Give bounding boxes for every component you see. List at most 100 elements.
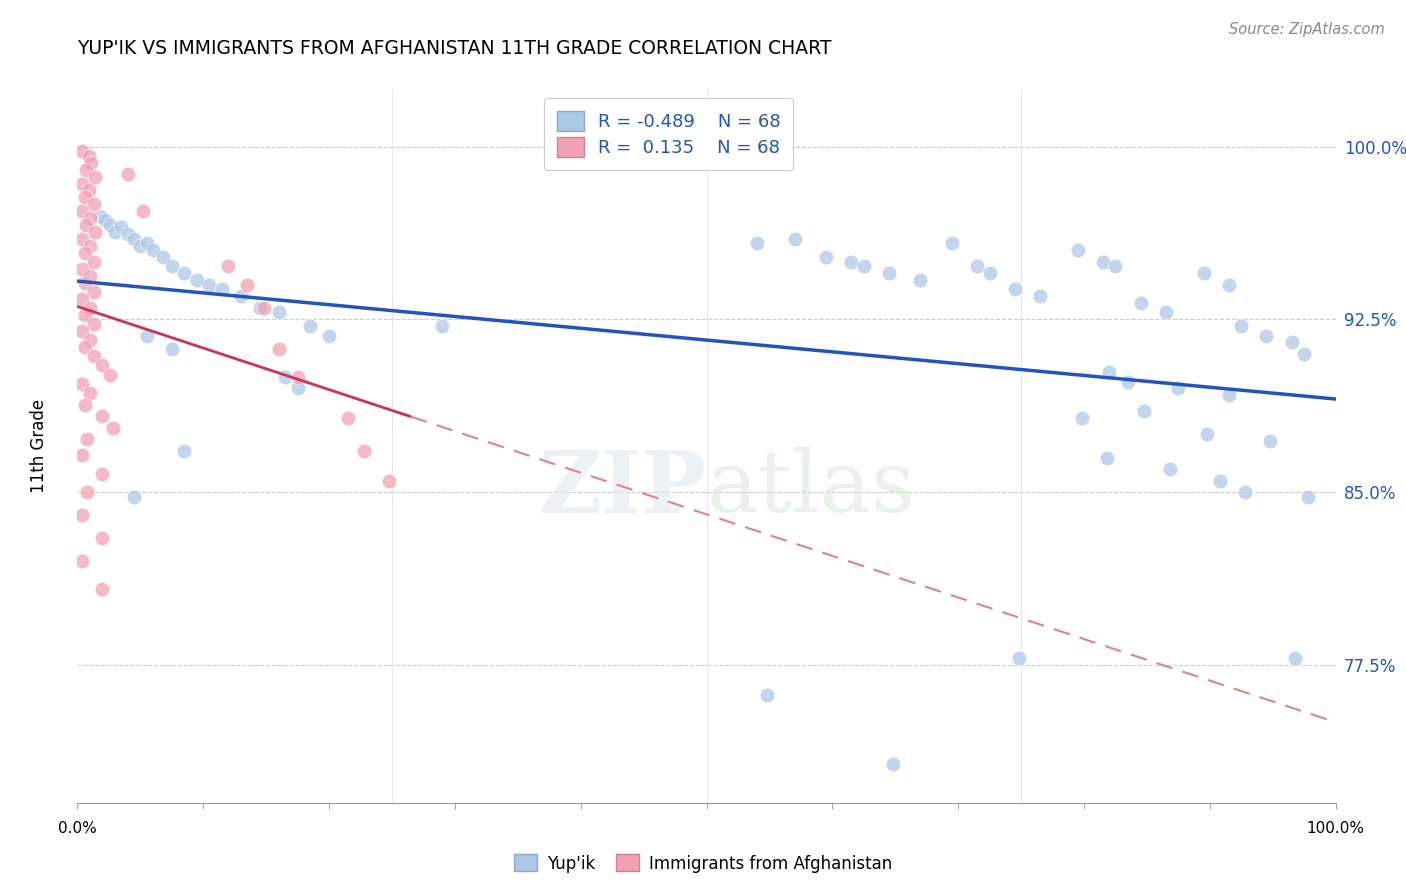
Point	[211, 283, 233, 297]
Point	[1281, 335, 1303, 350]
Point	[755, 688, 778, 702]
Point	[1095, 450, 1118, 465]
Point	[852, 260, 875, 274]
Point	[83, 317, 105, 331]
Point	[79, 386, 101, 401]
Point	[76, 485, 98, 500]
Point	[299, 319, 322, 334]
Point	[79, 301, 101, 315]
Point	[73, 398, 96, 412]
Point	[101, 420, 124, 434]
Point	[122, 232, 145, 246]
Point	[89, 209, 111, 223]
Point	[815, 250, 838, 264]
Point	[1004, 283, 1026, 297]
Point	[1133, 404, 1156, 418]
Point	[432, 319, 454, 334]
Point	[91, 531, 114, 545]
Point	[73, 245, 96, 260]
Point	[198, 277, 221, 292]
Point	[104, 225, 127, 239]
Point	[72, 448, 94, 462]
Point	[73, 190, 96, 204]
Point	[173, 443, 195, 458]
Point	[1167, 381, 1189, 395]
Point	[1154, 305, 1177, 319]
Point	[1197, 427, 1219, 442]
Point	[142, 244, 165, 258]
Point	[72, 554, 94, 568]
Text: 11th Grade: 11th Grade	[31, 399, 48, 493]
Text: atlas: atlas	[707, 447, 915, 531]
Point	[83, 285, 105, 299]
Point	[336, 411, 359, 425]
Legend: R = -0.489    N = 68, R =  0.135    N = 68: R = -0.489 N = 68, R = 0.135 N = 68	[544, 98, 793, 169]
Point	[1284, 650, 1306, 665]
Point	[160, 260, 183, 274]
Point	[1209, 474, 1232, 488]
Point	[72, 324, 94, 338]
Point	[79, 268, 101, 283]
Point	[1098, 365, 1121, 379]
Point	[882, 756, 904, 771]
Point	[1091, 255, 1114, 269]
Point	[79, 238, 101, 252]
Point	[1070, 411, 1092, 425]
Point	[94, 213, 117, 227]
Point	[83, 197, 105, 211]
Point	[117, 167, 139, 181]
Point	[152, 250, 174, 264]
Point	[1007, 650, 1029, 665]
Point	[83, 255, 105, 269]
Point	[79, 333, 101, 347]
Point	[72, 376, 94, 391]
Point	[1294, 347, 1316, 361]
Point	[783, 232, 806, 246]
Text: 0.0%: 0.0%	[58, 822, 97, 836]
Point	[79, 211, 101, 226]
Point	[1104, 260, 1126, 274]
Point	[877, 266, 900, 280]
Point	[98, 368, 121, 382]
Point	[84, 169, 107, 184]
Point	[1256, 328, 1278, 343]
Point	[75, 162, 97, 177]
Point	[72, 292, 94, 306]
Point	[73, 276, 96, 290]
Point	[353, 443, 375, 458]
Legend: Yup'ik, Immigrants from Afghanistan: Yup'ik, Immigrants from Afghanistan	[508, 847, 898, 880]
Point	[236, 277, 259, 292]
Point	[979, 266, 1001, 280]
Point	[122, 490, 145, 504]
Point	[910, 273, 932, 287]
Point	[186, 273, 208, 287]
Point	[1029, 289, 1052, 303]
Point	[1067, 244, 1090, 258]
Point	[1192, 266, 1215, 280]
Point	[1159, 462, 1181, 476]
Point	[83, 349, 105, 363]
Point	[117, 227, 139, 242]
Point	[110, 220, 132, 235]
Point	[1258, 434, 1281, 449]
Point	[73, 340, 96, 354]
Point	[73, 308, 96, 322]
Point	[91, 409, 114, 423]
Point	[252, 301, 274, 315]
Point	[966, 260, 988, 274]
Point	[77, 149, 100, 163]
Point	[77, 184, 100, 198]
Point	[98, 218, 121, 232]
Point	[229, 289, 252, 303]
Point	[287, 381, 309, 395]
Point	[249, 301, 271, 315]
Point	[1116, 375, 1139, 389]
Point	[287, 370, 309, 384]
Point	[318, 328, 340, 343]
Text: Source: ZipAtlas.com: Source: ZipAtlas.com	[1229, 22, 1385, 37]
Point	[1218, 277, 1240, 292]
Point	[267, 343, 290, 357]
Text: 100.0%: 100.0%	[1306, 822, 1365, 836]
Point	[745, 236, 768, 251]
Point	[1296, 490, 1319, 504]
